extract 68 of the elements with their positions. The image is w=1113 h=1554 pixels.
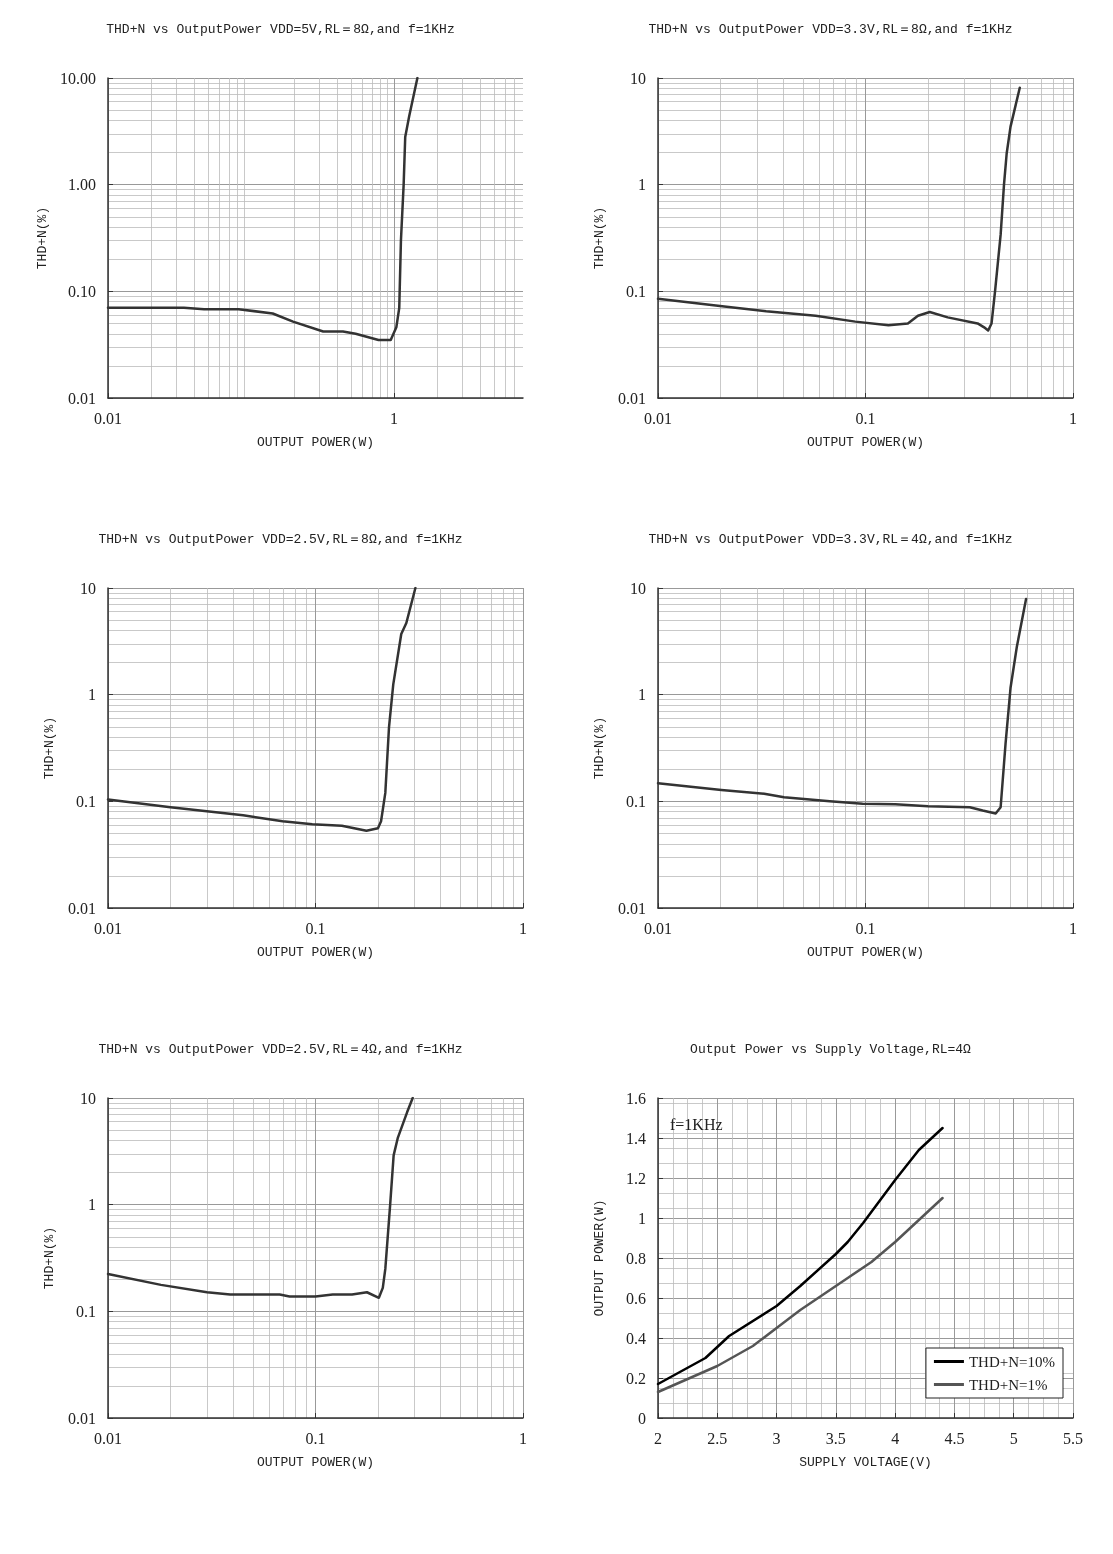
y-axis-title: THD+N(%) <box>592 716 607 780</box>
x-tick-label: 1 <box>389 409 398 427</box>
x-axis-title: OUTPUT POWER(W) <box>806 945 925 960</box>
y-tick-label: 0.2 <box>626 1369 646 1387</box>
y-tick-label: 0.1 <box>76 1302 96 1320</box>
y-tick-label: 10 <box>80 579 96 597</box>
chart-title: THD+N vs OutputPower VDD=5V,RL＝8Ω,and f=1KHz <box>106 21 455 37</box>
y-tick-label: 0.01 <box>618 389 646 407</box>
x-tick-label: 3.5 <box>825 1429 846 1447</box>
y-axis-title: THD+N(%) <box>42 1226 57 1290</box>
chart-title: THD+N vs OutputPower VDD=3.3V,RL＝8Ω,and f=1KHz <box>648 21 1013 37</box>
chart-title: Output Power vs Supply Voltage,RL=4Ω <box>690 1041 972 1057</box>
x-tick-label: 1 <box>519 919 527 937</box>
y-tick-label: 1 <box>88 686 96 704</box>
y-tick-label: 1 <box>88 1196 96 1214</box>
y-tick-label: 10 <box>80 1089 96 1107</box>
x-axis-title: OUTPUT POWER(W) <box>256 435 375 450</box>
y-axis-title: THD+N(%) <box>592 206 607 270</box>
x-tick-label: 4.5 <box>944 1429 965 1447</box>
legend-label: THD+N=10% <box>968 1353 1055 1370</box>
x-axis-title: SUPPLY VOLTAGE(V) <box>799 1455 932 1470</box>
x-tick-label: 1 <box>519 1429 527 1447</box>
y-axis-title: OUTPUT POWER(W) <box>592 1199 607 1317</box>
annotation: f=1KHz <box>670 1115 723 1133</box>
y-tick-label: 10.00 <box>60 69 96 87</box>
x-tick-label: 1 <box>1069 919 1077 937</box>
legend-label: THD+N=1% <box>968 1376 1048 1393</box>
chart-title: THD+N vs OutputPower VDD=2.5V,RL＝8Ω,and f=1KHz <box>98 531 463 547</box>
y-tick-label: 1 <box>638 176 646 194</box>
chart-title: THD+N vs OutputPower VDD=2.5V,RL＝4Ω,and f=1KHz <box>98 1041 463 1057</box>
y-tick-label: 0.6 <box>626 1289 646 1307</box>
x-axis-title: OUTPUT POWER(W) <box>256 945 375 960</box>
x-axis-title: OUTPUT POWER(W) <box>256 1455 375 1470</box>
x-tick-label: 0.1 <box>305 919 326 937</box>
x-tick-label: 0.1 <box>855 409 876 427</box>
chart-title: THD+N vs OutputPower VDD=3.3V,RL＝4Ω,and f=1KHz <box>648 531 1013 547</box>
y-tick-label: 1.00 <box>68 176 96 194</box>
x-tick-label: 0.1 <box>305 1429 326 1447</box>
x-tick-label: 1 <box>1069 409 1077 427</box>
x-tick-label: 5 <box>1009 1429 1018 1447</box>
y-tick-label: 1.2 <box>626 1169 646 1187</box>
y-tick-label: 1 <box>638 686 646 704</box>
y-tick-label: 0.4 <box>626 1329 646 1347</box>
y-tick-label: 1 <box>638 1209 646 1227</box>
y-tick-label: 0.1 <box>626 282 646 300</box>
y-tick-label: 10 <box>630 579 646 597</box>
y-axis-title: THD+N(%) <box>35 206 51 270</box>
y-tick-label: 0.10 <box>68 282 96 300</box>
y-tick-label: 1.4 <box>626 1129 646 1147</box>
x-axis-title: OUTPUT POWER(W) <box>806 435 925 450</box>
y-tick-label: 0.1 <box>76 792 96 810</box>
x-tick-label: 4 <box>891 1429 900 1447</box>
y-tick-label: 0 <box>638 1409 646 1427</box>
x-tick-label: 5.5 <box>1063 1429 1083 1447</box>
y-tick-label: 0.01 <box>68 389 96 407</box>
x-tick-label: 2 <box>654 1429 662 1447</box>
x-tick-label: 3 <box>772 1429 781 1447</box>
y-axis-title: THD+N(%) <box>42 716 57 780</box>
y-tick-label: 0.01 <box>618 899 646 917</box>
x-tick-label: 0.1 <box>855 919 876 937</box>
y-tick-label: 0.01 <box>68 1409 96 1427</box>
x-tick-label: 2.5 <box>707 1429 728 1447</box>
y-tick-label: 1.6 <box>626 1089 646 1107</box>
y-tick-label: 0.01 <box>68 899 96 917</box>
line-series <box>656 1196 944 1394</box>
y-tick-label: 10 <box>630 69 646 87</box>
y-tick-label: 0.1 <box>626 792 646 810</box>
y-tick-label: 0.8 <box>626 1249 646 1267</box>
